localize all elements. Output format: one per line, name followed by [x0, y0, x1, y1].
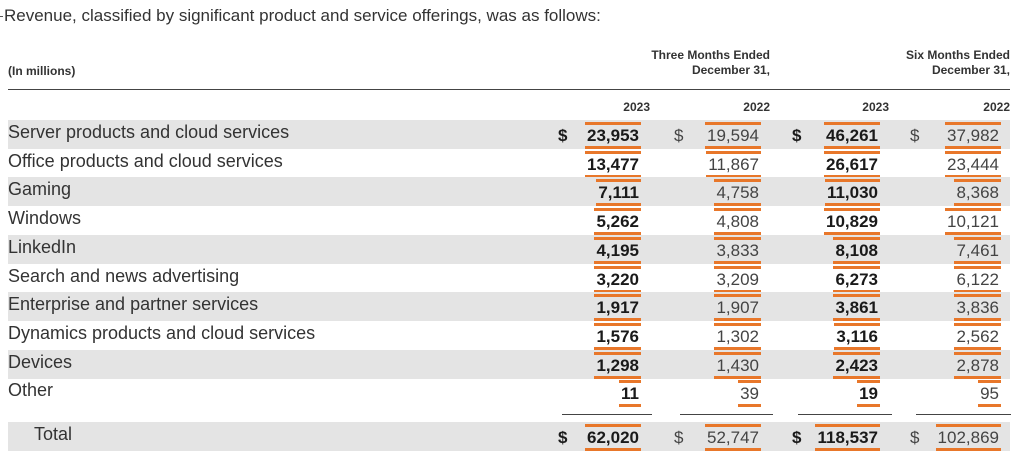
currency-symbol: $	[792, 428, 802, 447]
row-label: Enterprise and partner services	[8, 294, 259, 315]
value-cell: 37,982	[945, 122, 1001, 149]
value-cell: 52,747	[705, 424, 761, 451]
subtotal-rule	[680, 414, 773, 415]
value-cell: 2,878	[954, 351, 1001, 379]
value-cell: 2,423	[833, 351, 880, 379]
subtotal-rule	[562, 414, 652, 415]
value-cell: 1,302	[714, 322, 761, 350]
row-label: LinkedIn	[8, 236, 77, 257]
value-cell: 5,262	[594, 208, 641, 236]
value-cell: 3,836	[954, 294, 1001, 322]
value-cell: 10,121	[945, 208, 1001, 236]
row-label: Dynamics products and cloud services	[8, 322, 316, 343]
value-cell: 118,537	[815, 424, 880, 451]
value-cell: 7,461	[954, 236, 1001, 264]
header-three-months-line1: Three Months Ended	[651, 48, 770, 62]
value-cell: 8,368	[954, 179, 1001, 207]
value-cell: 102,869	[935, 424, 1002, 451]
value-cell: 1,298	[594, 351, 641, 379]
value-cell: 62,020	[585, 424, 641, 451]
value-cell: 4,808	[714, 208, 761, 236]
table-row: Windows 5,262 4,808 10,829 10,121	[8, 206, 1010, 236]
header-six-months-line2: December 31,	[931, 63, 1010, 77]
header-three-months: Three Months Ended December 31,	[651, 48, 770, 78]
table-row: Search and news advertising 3,220 3,209 6,2…	[8, 264, 1010, 293]
value-cell: 6,122	[954, 265, 1001, 293]
table-row: Dynamics products and cloud services 1,57…	[8, 321, 1010, 350]
currency-symbol: $	[558, 126, 568, 145]
subtotal-rule	[798, 414, 892, 415]
row-label: Gaming	[8, 179, 72, 200]
currency-symbol: $	[792, 126, 802, 145]
row-label: Windows	[8, 208, 82, 229]
value-cell: 11,030	[824, 179, 881, 207]
value-cell: 19,594	[705, 122, 761, 149]
total-row: Total $62,020 $52,747 $118,537 $102,869	[8, 422, 1010, 451]
table-row: Devices 1,298 1,430 2,423 2,878	[8, 349, 1010, 379]
header-six-months-line1: Six Months Ended	[905, 48, 1010, 62]
currency-symbol: $	[674, 428, 684, 447]
row-label: Search and news advertising	[8, 265, 240, 286]
subtotal-rule	[916, 414, 1011, 415]
currency-symbol: $	[674, 126, 684, 145]
value-cell: 39	[738, 380, 761, 408]
table-row: Enterprise and partner services 1,917 1,90…	[8, 292, 1010, 322]
value-cell: 1,576	[594, 322, 641, 350]
year-header: 2022	[983, 100, 1010, 114]
year-header: 2022	[743, 100, 770, 114]
table-row: Gaming 7,111 4,758 11,030 8,368	[8, 177, 1010, 207]
value-cell: 13,477	[585, 150, 641, 178]
row-label: Office products and cloud services	[8, 150, 283, 171]
value-cell: 2,562	[954, 322, 1001, 350]
value-cell: 11	[619, 380, 641, 408]
value-cell: 10,829	[824, 208, 880, 236]
header-three-months-line2: December 31,	[691, 63, 770, 77]
row-label: Other	[8, 380, 54, 401]
value-cell: 95	[978, 380, 1001, 408]
table-row: Other 11 39 19 95	[8, 378, 1010, 408]
year-header: 2023	[623, 100, 650, 114]
value-cell: 11,867	[706, 150, 761, 178]
value-cell: 3,209	[714, 265, 761, 293]
value-cell: 46,261	[824, 122, 880, 149]
value-cell: 3,220	[594, 265, 641, 293]
value-cell: 1,917	[594, 294, 641, 322]
row-label: Devices	[8, 351, 73, 372]
intro-text: Revenue, classified by significant produ…	[0, 6, 601, 25]
value-cell: 1,430	[714, 351, 761, 379]
row-label: Total	[34, 424, 73, 444]
table-row: Server products and cloud services $23,95…	[8, 120, 1010, 149]
value-cell: 23,444	[945, 150, 1001, 178]
table-row: LinkedIn 4,195 3,833 8,108 7,461	[8, 234, 1010, 264]
value-cell: 8,108	[833, 236, 880, 264]
table-row: Office products and cloud services 13,477…	[8, 149, 1010, 178]
value-cell: 6,273	[833, 265, 880, 293]
currency-symbol: $	[558, 428, 568, 447]
year-header: 2023	[862, 100, 889, 114]
row-label: Server products and cloud services	[8, 122, 290, 142]
value-cell: 4,758	[714, 179, 761, 207]
value-cell: 23,953	[585, 122, 641, 149]
value-cell: 3,861	[833, 294, 880, 322]
units-label: (In millions)	[8, 64, 76, 78]
value-cell: 26,617	[824, 150, 880, 178]
value-cell: 3,833	[714, 236, 761, 264]
value-cell: 4,195	[594, 236, 641, 264]
currency-symbol: $	[910, 126, 920, 145]
value-cell: 3,116	[834, 322, 880, 350]
value-cell: 19	[857, 380, 880, 408]
value-cell: 1,907	[714, 294, 761, 322]
header-rule	[8, 89, 1010, 90]
currency-symbol: $	[910, 428, 920, 447]
header-six-months: Six Months Ended December 31,	[906, 48, 1010, 78]
value-cell: 7,111	[596, 179, 641, 207]
